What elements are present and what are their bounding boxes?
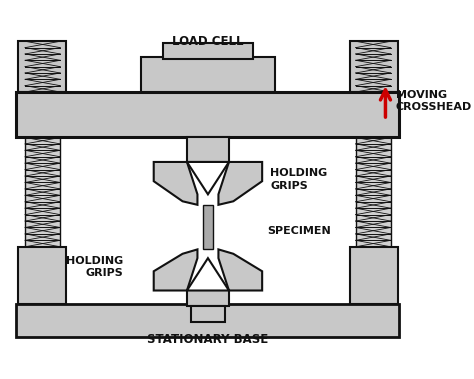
Bar — [18, 41, 66, 92]
Text: HOLDING
GRIPS: HOLDING GRIPS — [66, 256, 123, 278]
Polygon shape — [219, 162, 262, 205]
Polygon shape — [187, 162, 229, 194]
Polygon shape — [187, 258, 229, 290]
Bar — [25, 138, 60, 247]
Polygon shape — [154, 249, 198, 290]
Bar — [17, 304, 400, 337]
Text: MOVING
CROSSHEAD: MOVING CROSSHEAD — [396, 89, 472, 112]
Bar — [350, 41, 398, 92]
Bar — [191, 306, 225, 322]
Bar — [18, 247, 66, 304]
Bar — [187, 290, 229, 306]
Bar — [25, 41, 60, 92]
Bar — [187, 138, 229, 162]
Text: STATIONARY BASE: STATIONARY BASE — [147, 333, 269, 346]
Text: LOAD CELL: LOAD CELL — [172, 35, 244, 48]
Bar — [17, 92, 400, 138]
Bar — [203, 205, 213, 249]
Bar — [141, 57, 275, 92]
Bar — [164, 43, 253, 59]
Text: HOLDING
GRIPS: HOLDING GRIPS — [270, 168, 327, 191]
Polygon shape — [219, 249, 262, 290]
Text: SPECIMEN: SPECIMEN — [267, 226, 331, 236]
Polygon shape — [154, 162, 198, 205]
Bar — [350, 247, 398, 304]
Bar — [356, 41, 391, 92]
Bar — [356, 138, 391, 247]
